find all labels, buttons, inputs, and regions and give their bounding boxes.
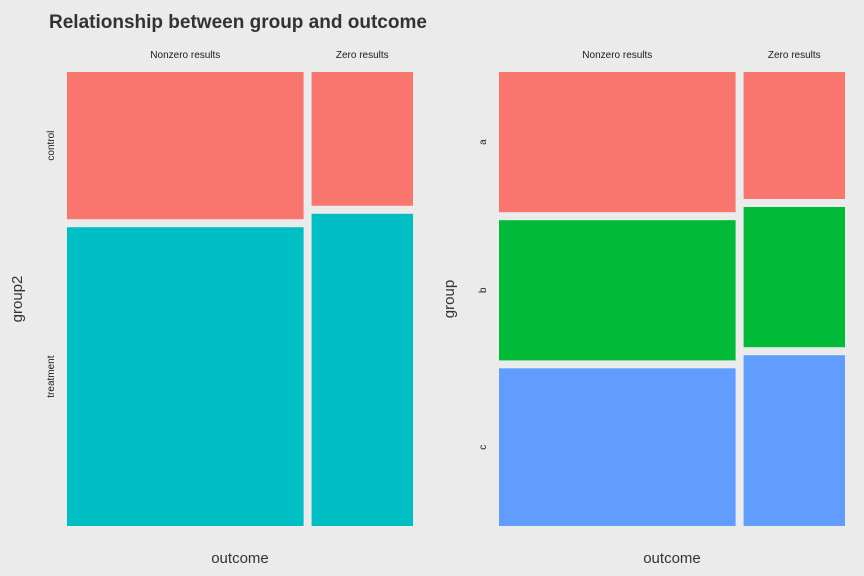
mosaic-tile-zero-results-c xyxy=(743,355,845,526)
mosaic-tile-nonzero-results-b xyxy=(499,220,736,361)
row-label-a: a xyxy=(478,139,489,145)
column-label-zero-results: Zero results xyxy=(336,50,389,61)
row-label-b: b xyxy=(478,287,489,293)
chart-title: Relationship between group and outcome xyxy=(49,12,427,33)
column-label-zero-results: Zero results xyxy=(768,50,821,61)
x-axis-label: outcome xyxy=(211,550,269,567)
row-label-treatment: treatment xyxy=(46,355,57,397)
x-axis-label: outcome xyxy=(643,550,701,567)
mosaic-tile-zero-results-a xyxy=(743,72,845,199)
column-label-nonzero-results: Nonzero results xyxy=(150,50,220,61)
column-label-nonzero-results: Nonzero results xyxy=(582,50,652,61)
mosaic-tile-nonzero-results-c xyxy=(499,368,736,526)
mosaic-tile-nonzero-results-a xyxy=(499,72,736,213)
mosaic-tile-nonzero-results-treatment xyxy=(67,227,304,526)
mosaic-tile-zero-results-control xyxy=(311,72,413,206)
mosaic-tile-nonzero-results-control xyxy=(67,72,304,220)
mosaic-tile-zero-results-b xyxy=(743,207,845,348)
row-label-control: control xyxy=(46,131,57,161)
y-axis-label: group2 xyxy=(9,276,26,323)
y-axis-label: group xyxy=(441,280,458,318)
row-label-c: c xyxy=(478,445,489,450)
mosaic-tile-zero-results-treatment xyxy=(311,213,413,527)
